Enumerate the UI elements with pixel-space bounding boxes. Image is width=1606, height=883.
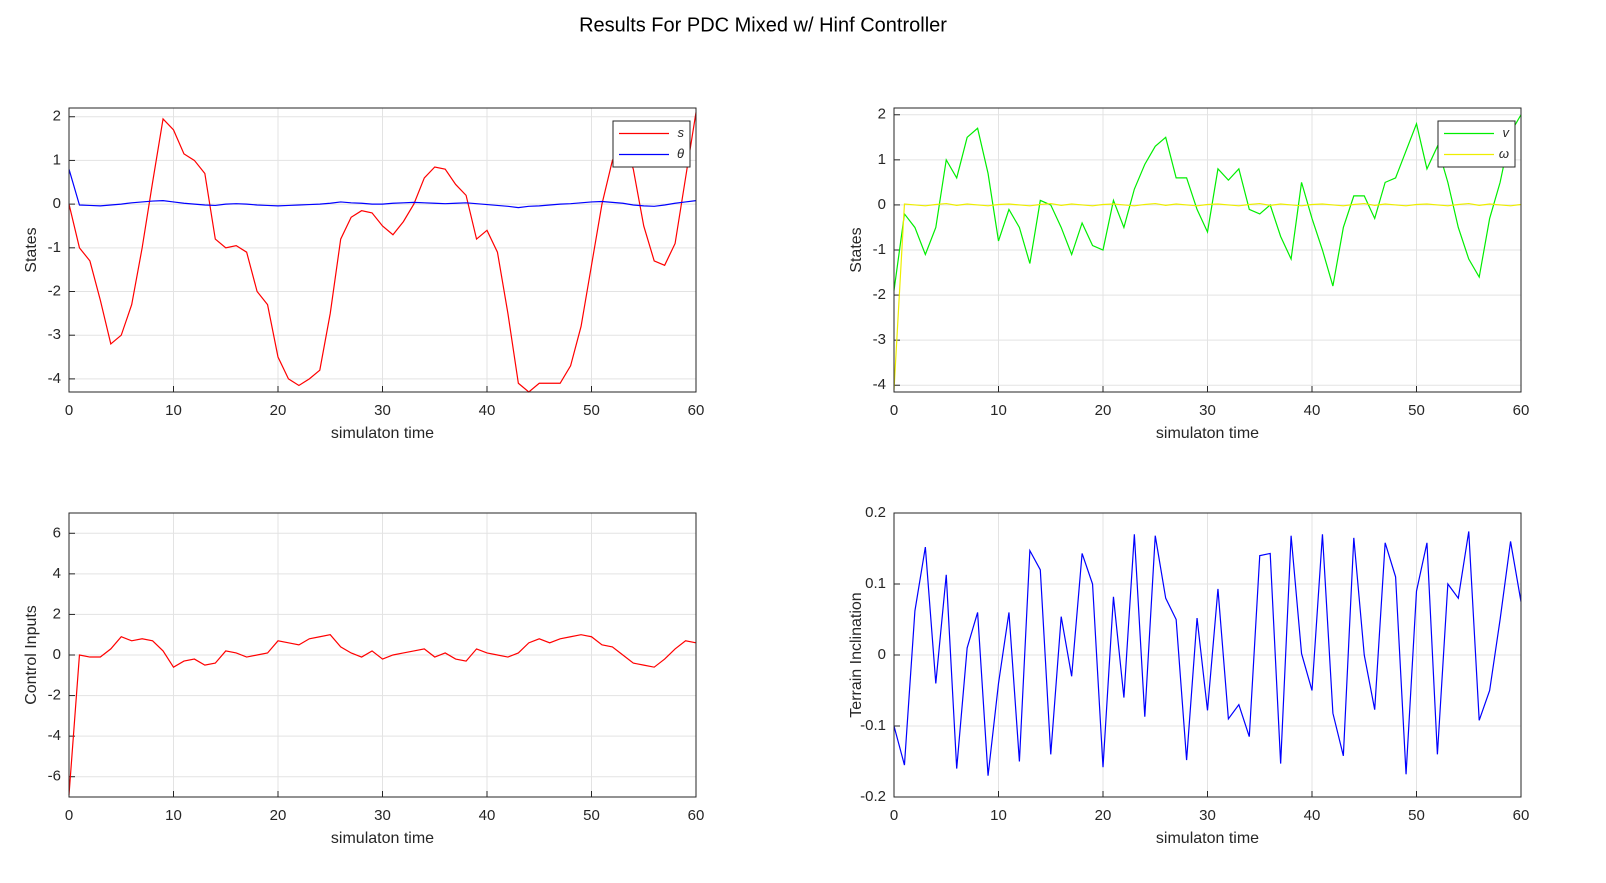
legend-label: θ: [677, 146, 684, 161]
x-tick-label: 20: [270, 402, 287, 419]
y-tick-label: 0: [53, 646, 61, 663]
x-tick-label: 10: [165, 807, 182, 824]
x-axis-label: simulaton time: [1156, 830, 1259, 847]
x-tick-label: 50: [1408, 402, 1425, 419]
plot: [893, 114, 1522, 390]
x-tick-label: 20: [1095, 402, 1112, 419]
x-tick-label: 50: [583, 402, 600, 419]
axes-frame: [68, 107, 697, 393]
plot: [893, 531, 1522, 776]
y-tick-label: -2: [873, 286, 886, 303]
y-tick-label: 6: [53, 524, 61, 541]
x-tick-label: 60: [1513, 402, 1530, 419]
x-tick-label: 30: [374, 402, 391, 419]
axes-frame: [68, 512, 697, 798]
y-tick-label: -3: [48, 326, 61, 343]
plot: [68, 634, 697, 796]
x-tick-label: 40: [1304, 807, 1321, 824]
y-tick-label: -2: [48, 282, 61, 299]
data-line: [893, 114, 1522, 291]
x-tick-label: 50: [1408, 807, 1425, 824]
y-axis-label: Control Inputs: [23, 605, 40, 705]
data-line: [68, 634, 697, 796]
x-tick-label: 30: [1199, 807, 1216, 824]
subplot: 0 10 20 30 40 50 60 -4 -3 -2 -1 0 1 2 simulaton time St…: [848, 106, 1529, 443]
figure-title: Results For PDC Mixed w/ Hinf Controller: [579, 14, 947, 36]
y-tick-label: -0.1: [860, 717, 886, 734]
data-line: [893, 531, 1522, 776]
x-tick-label: 60: [688, 807, 705, 824]
y-tick-label: 1: [53, 151, 61, 168]
y-tick-label: 0: [878, 196, 886, 213]
y-tick-label: 0: [878, 646, 886, 663]
y-tick-label: -3: [873, 331, 886, 348]
y-tick-label: -0.2: [860, 788, 886, 805]
y-tick-label: 0.2: [865, 504, 886, 521]
x-tick-label: 50: [583, 807, 600, 824]
y-tick-label: -4: [48, 370, 61, 387]
x-tick-label: 40: [1304, 402, 1321, 419]
y-tick-label: -2: [48, 687, 61, 704]
legend-label: ω: [1499, 146, 1509, 161]
x-tick-label: 20: [1095, 807, 1112, 824]
x-tick-label: 0: [890, 402, 898, 419]
data-line: [893, 202, 1522, 390]
x-axis-label: simulaton time: [331, 830, 434, 847]
y-tick-label: -4: [48, 727, 61, 744]
y-tick-label: 4: [53, 565, 61, 582]
x-tick-label: 60: [688, 402, 705, 419]
y-tick-label: -1: [873, 241, 886, 258]
x-tick-label: 30: [1199, 402, 1216, 419]
y-tick-label: -1: [48, 239, 61, 256]
data-line: [68, 169, 697, 209]
subplot: 0 10 20 30 40 50 60 -0.2 -0.1 0 0.1 0.2 simulaton ti…: [848, 504, 1529, 847]
y-tick-label: 2: [878, 106, 886, 123]
x-tick-label: 20: [270, 807, 287, 824]
subplot: 0 10 20 30 40 50 60 -4 -3 -2 -1 0 1 2 simulaton time St…: [23, 107, 705, 442]
legend-box: [612, 120, 691, 168]
x-axis-label: simulaton time: [1156, 425, 1259, 442]
x-tick-label: 10: [990, 402, 1007, 419]
x-tick-label: 10: [165, 402, 182, 419]
x-tick-label: 40: [479, 402, 496, 419]
y-tick-label: -4: [873, 376, 886, 393]
y-axis-label: Terrain Inclination: [848, 592, 865, 717]
axes-frame: [893, 512, 1522, 798]
y-tick-label: 0.1: [865, 575, 886, 592]
x-tick-label: 60: [1513, 807, 1530, 824]
y-axis-label: States: [848, 227, 865, 272]
y-tick-label: 2: [53, 108, 61, 125]
x-tick-label: 0: [65, 807, 73, 824]
y-tick-label: -6: [48, 768, 61, 785]
axes-frame: [893, 107, 1522, 393]
legend-box: [1437, 120, 1516, 168]
x-tick-label: 0: [890, 807, 898, 824]
legend-label: v: [1503, 125, 1511, 140]
y-tick-label: 1: [878, 151, 886, 168]
x-tick-label: 40: [479, 807, 496, 824]
x-tick-label: 0: [65, 402, 73, 419]
y-axis-label: States: [23, 227, 40, 272]
plot: [68, 112, 697, 393]
y-tick-label: 2: [53, 605, 61, 622]
x-tick-label: 30: [374, 807, 391, 824]
data-line: [68, 112, 697, 393]
y-tick-label: 0: [53, 195, 61, 212]
subplot: 0 10 20 30 40 50 60 -6 -4 -2 0 2 4 6 simulaton time Con…: [23, 512, 705, 847]
x-axis-label: simulaton time: [331, 425, 434, 442]
legend-label: s: [678, 125, 685, 140]
x-tick-label: 10: [990, 807, 1007, 824]
